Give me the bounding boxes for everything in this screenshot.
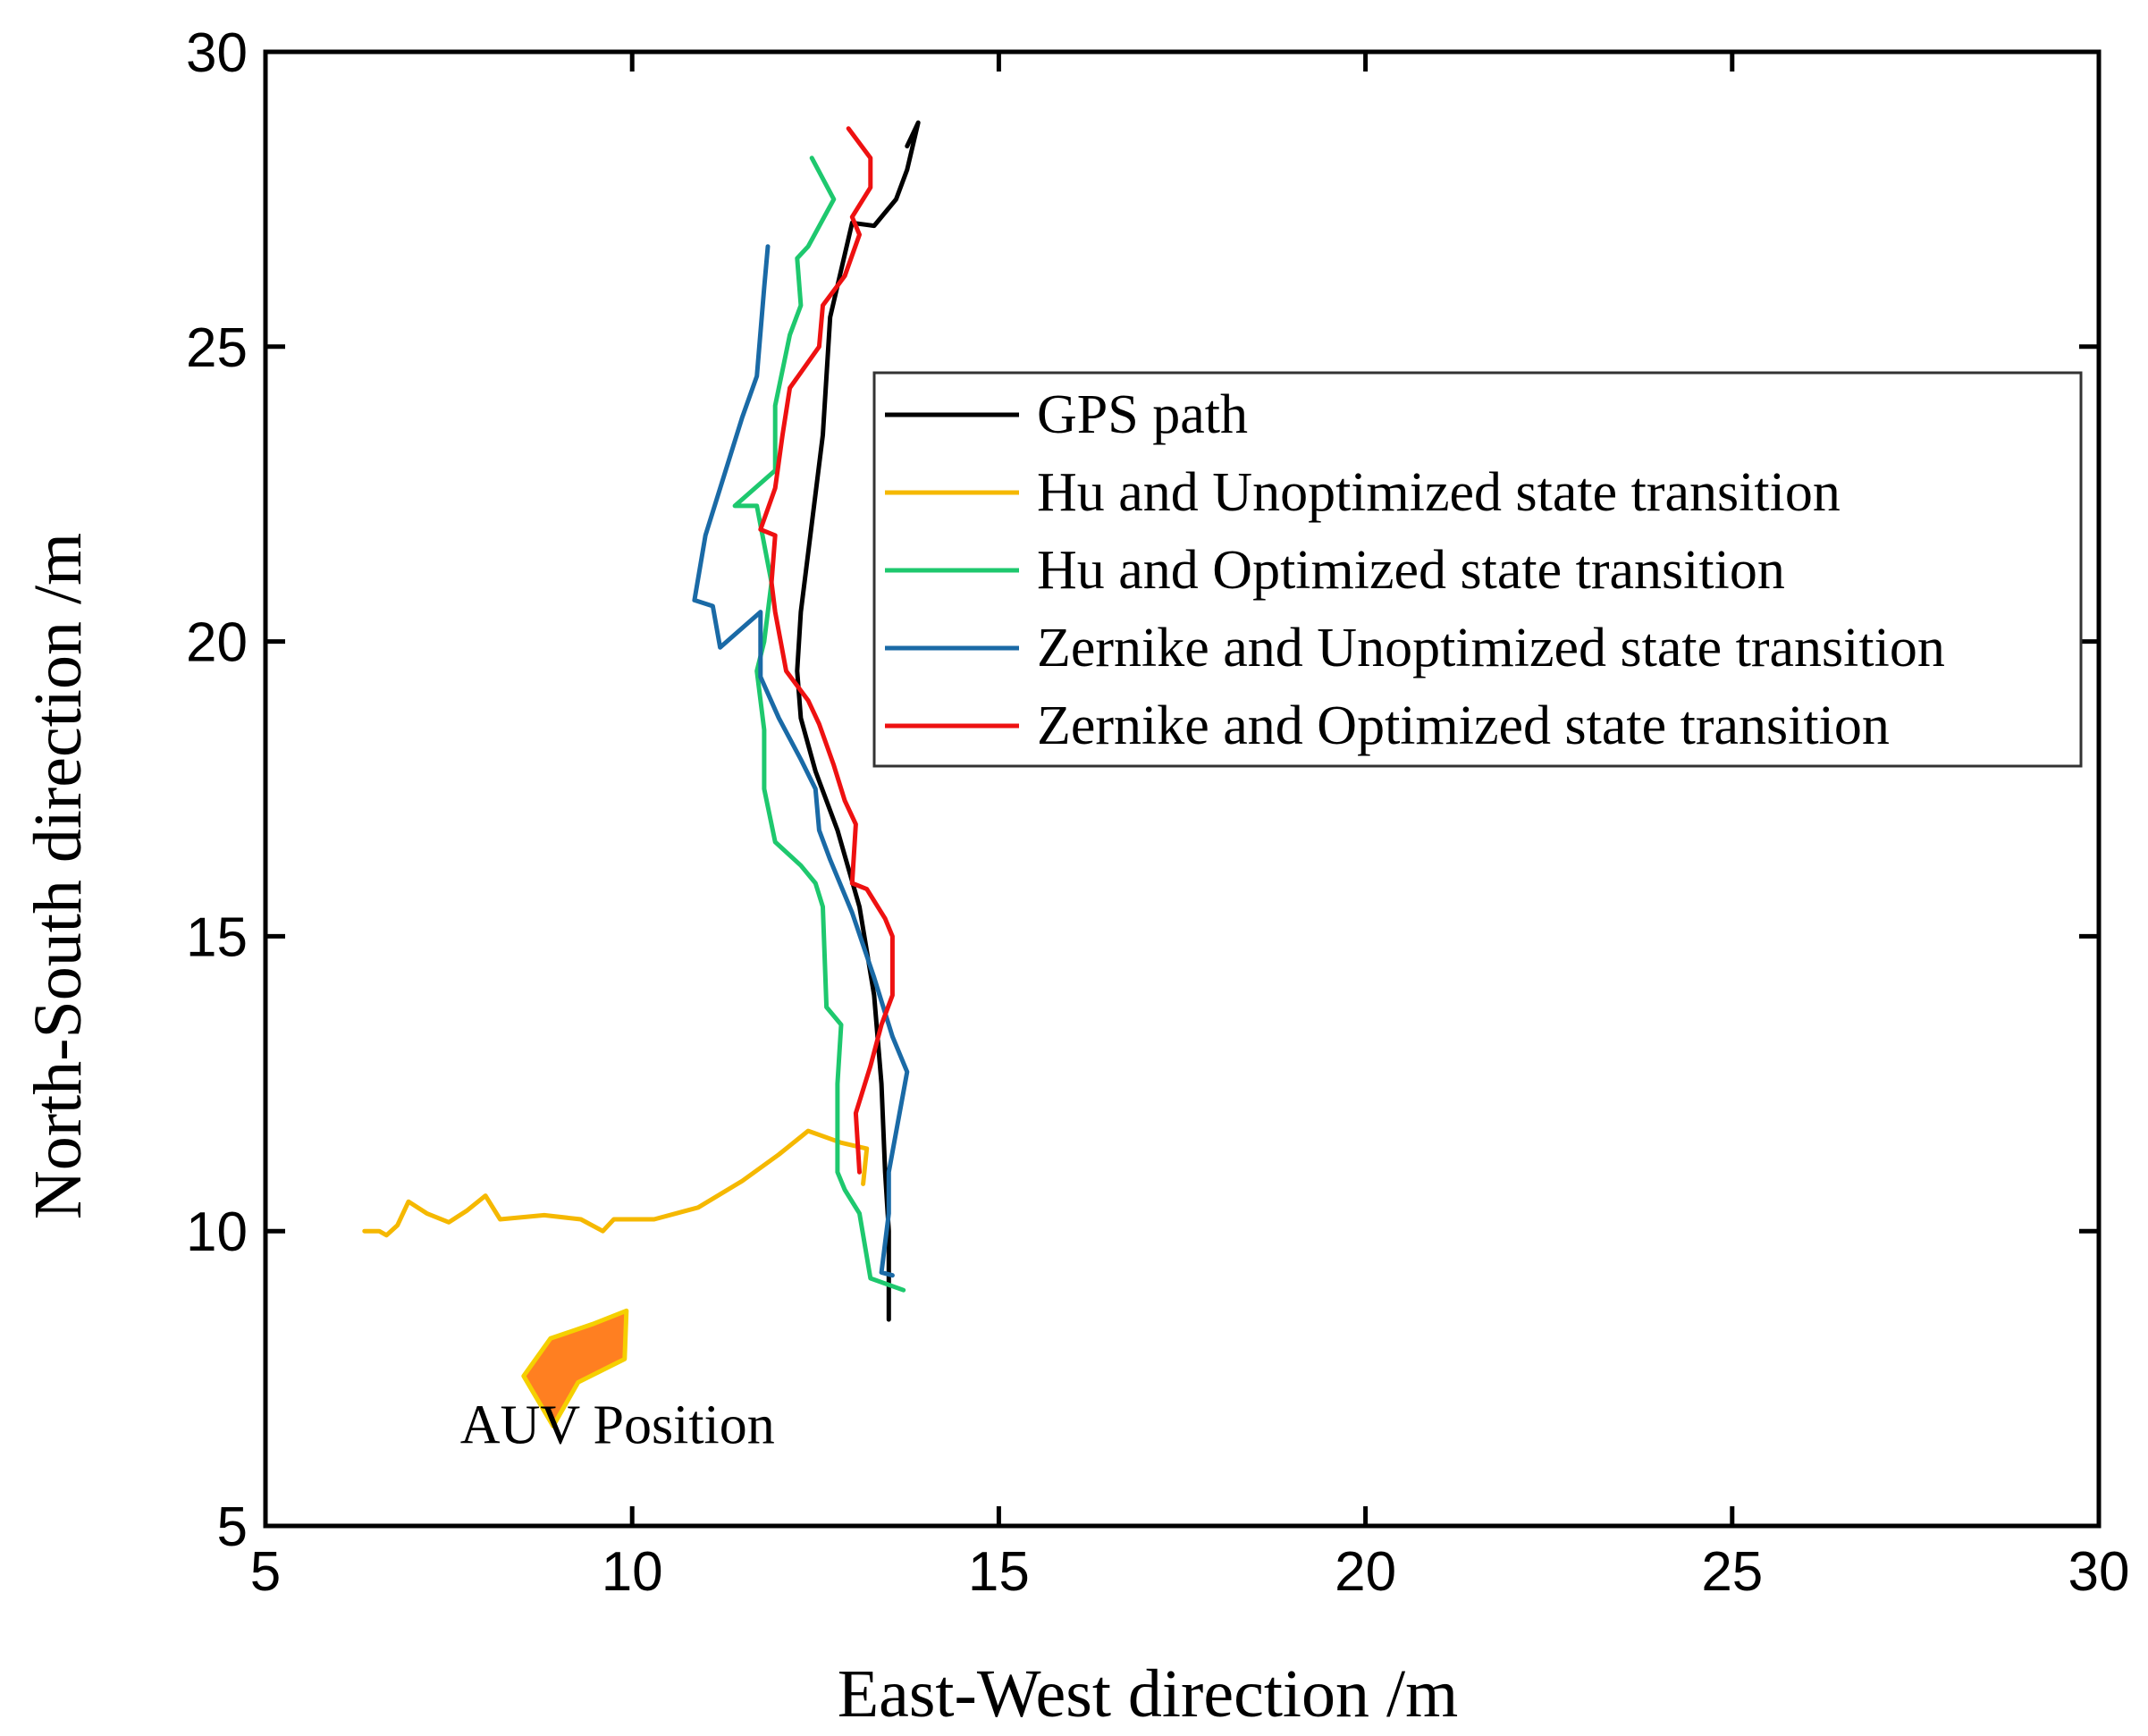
legend: GPS path Hu and Unoptimized state transit… [872, 371, 2083, 768]
legend-label-1: Hu and Unoptimized state transition [1037, 462, 1841, 523]
series-line-3 [692, 244, 910, 1278]
legend-label-2: Hu and Optimized state transition [1037, 540, 1785, 601]
x-tick-label-5: 30 [2068, 1541, 2130, 1603]
legend-label-0: GPS path [1037, 384, 1248, 445]
legend-label-4: Zernike and Optimized state transition [1037, 695, 1890, 756]
axes-layer: 5 10 15 20 25 30 5 10 15 20 25 30 [186, 22, 2129, 1603]
y-tick-label-2: 15 [186, 906, 248, 968]
x-tick-label-3: 20 [1335, 1541, 1396, 1603]
y-axis-title: North-South direction /m [21, 533, 96, 1219]
y-tick-label-5: 30 [186, 22, 248, 84]
series-line-4 [758, 126, 895, 1175]
series-line-0 [795, 120, 921, 1322]
y-tick-label-4: 25 [186, 317, 248, 379]
series-line-1 [362, 1128, 870, 1238]
x-axis-title: East-West direction /m [838, 1656, 1459, 1732]
auv-position-marker [521, 1308, 629, 1428]
plot-frame [263, 49, 2102, 1529]
series-line-2 [732, 156, 906, 1293]
y-tick-label-3: 20 [186, 612, 248, 674]
annotation-layer: AUV Position [460, 1308, 775, 1456]
y-tick-label-0: 5 [217, 1496, 248, 1558]
x-tick-label-4: 25 [1701, 1541, 1763, 1603]
x-tick-label-2: 15 [968, 1541, 1030, 1603]
legend-label-3: Zernike and Unoptimized state transition [1037, 618, 1945, 678]
legend-box [872, 371, 2083, 768]
auv-position-label: AUV Position [460, 1395, 775, 1456]
series-layer [362, 120, 921, 1322]
x-tick-label-1: 10 [602, 1541, 663, 1603]
x-tick-label-0: 5 [250, 1541, 281, 1603]
y-tick-label-1: 10 [186, 1201, 248, 1263]
